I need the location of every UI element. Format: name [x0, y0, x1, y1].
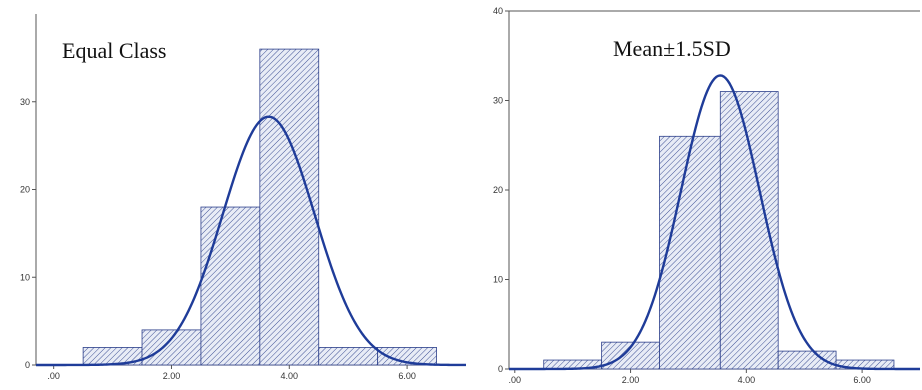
- histogram-bar: [141, 329, 202, 366]
- histogram-mean-sd-svg: Mean±1.5SD 0 10 20 30 40 .00 2.00 4.00 6.00: [478, 0, 922, 385]
- y-tick-label: 20: [493, 185, 503, 195]
- y-tick-label: 30: [20, 97, 30, 107]
- histogram-bar: [318, 347, 379, 366]
- x-tick-label: 2.00: [163, 371, 181, 381]
- histogram-bar: [259, 48, 320, 366]
- x-tick-label: 4.00: [738, 375, 756, 385]
- x-tick-label: .00: [47, 371, 60, 381]
- histogram-equal-class: Equal Class 0 10 20 30 .00 2.00 4.00 6.00: [19, 14, 467, 381]
- histogram-bar: [200, 206, 261, 366]
- normal-curve: [36, 115, 467, 367]
- y-tick-label: 30: [493, 96, 503, 106]
- x-tick-label: .00: [509, 375, 522, 385]
- histogram-equal-class-svg: Equal Class 0 10 20 30 .00 2.00 4.00 6.00: [19, 14, 467, 381]
- x-tick-label: 6.00: [398, 371, 416, 381]
- x-tick-label: 4.00: [281, 371, 299, 381]
- chart-title: Equal Class: [62, 38, 167, 63]
- y-tick-label: 40: [493, 6, 503, 16]
- y-tick-label: 0: [498, 364, 503, 374]
- x-tick-label: 6.00: [853, 375, 871, 385]
- histogram-mean-sd: Mean±1.5SD 0 10 20 30 40 .00 2.00 4.00 6.00: [478, 0, 922, 385]
- y-tick-label: 10: [493, 275, 503, 285]
- normal-curve: [509, 74, 920, 371]
- chart-title: Mean±1.5SD: [613, 36, 731, 61]
- y-tick-label: 20: [20, 185, 30, 195]
- histogram-bar: [777, 350, 837, 370]
- y-tick-label: 0: [25, 360, 30, 370]
- histogram-bar: [659, 135, 721, 370]
- x-tick-label: 2.00: [622, 375, 640, 385]
- y-tick-label: 10: [20, 272, 30, 282]
